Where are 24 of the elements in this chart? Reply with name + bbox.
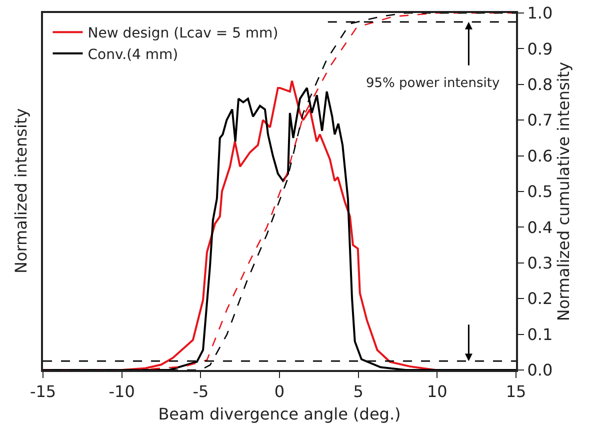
- y-tick-label: 0.7: [527, 110, 553, 130]
- y-tick-label: 0.6: [527, 146, 553, 166]
- y-tick-label: 0.0: [527, 360, 553, 380]
- x-tick-label: 10: [426, 382, 448, 402]
- legend-label: Conv.(4 mm): [88, 46, 178, 63]
- y-tick-label: 0.4: [527, 218, 553, 237]
- y-tick-label: 1.0: [527, 4, 553, 23]
- y-tick-label: 0.1: [527, 324, 553, 344]
- y2-axis-title: Normalized cumulative intensity: [554, 62, 573, 322]
- annotation: 95% power intensity: [366, 76, 500, 91]
- y-axis-title: Normalized intensity: [12, 108, 30, 274]
- x-axis-title: Beam divergence angle (deg.): [158, 404, 401, 424]
- y-tick-label: 0.3: [527, 254, 553, 272]
- x-tick-label: 0: [274, 382, 285, 402]
- x-tick-label: -15: [30, 382, 56, 402]
- x-tick-label: -10: [108, 382, 135, 402]
- y-tick-label: 0.9: [527, 39, 553, 58]
- y-tick-label: 0.8: [527, 75, 553, 94]
- x-tick-label: 15: [506, 382, 526, 402]
- x-tick-label: 5: [353, 382, 364, 402]
- legend-label: New design (Lcav = 5 mm): [88, 26, 278, 42]
- y-tick-label: 0.2: [527, 289, 553, 308]
- x-tick-label: -5: [192, 382, 209, 402]
- y-tick-label: 0.5: [527, 182, 553, 202]
